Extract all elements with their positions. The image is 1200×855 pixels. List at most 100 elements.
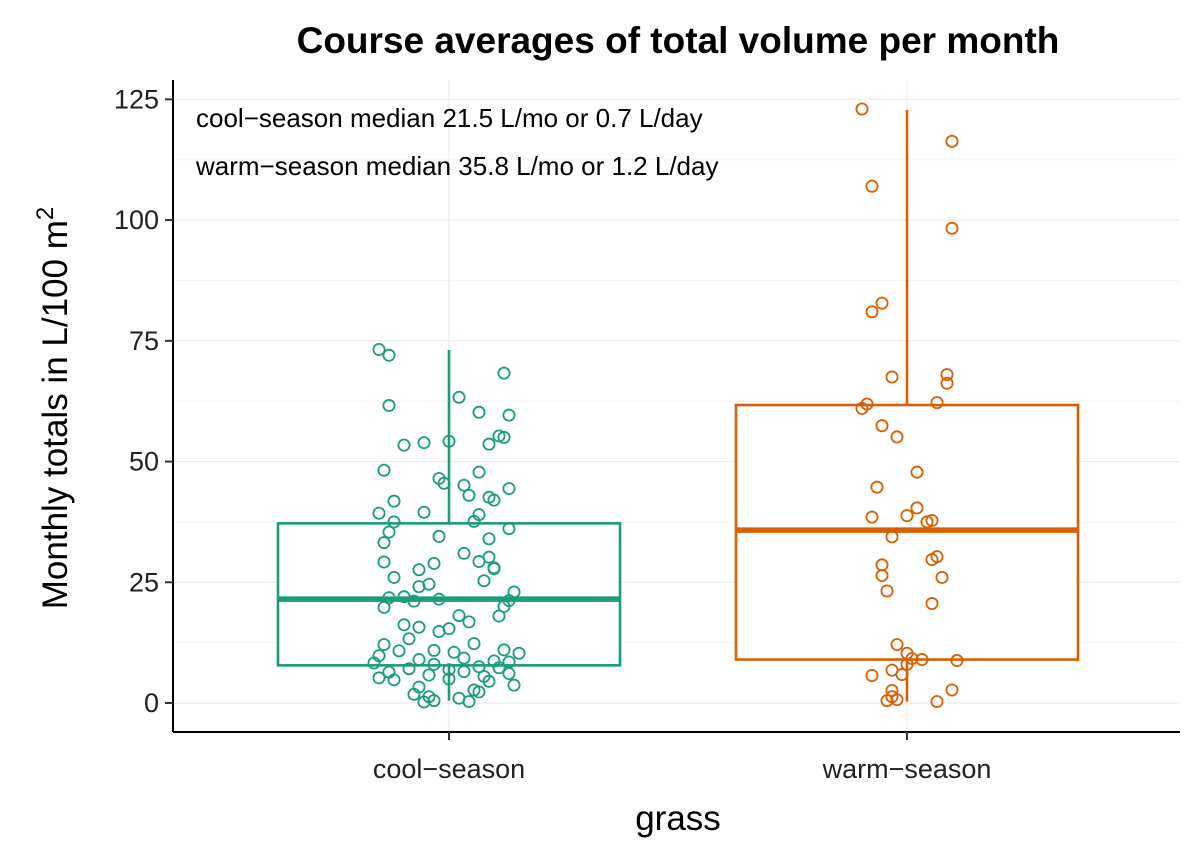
data-point [910, 465, 924, 479]
data-point [452, 390, 466, 404]
data-point [895, 668, 909, 682]
data-point [372, 671, 386, 685]
data-point [412, 580, 426, 594]
y-tick-label: 50 [129, 447, 159, 477]
data-point [382, 348, 396, 362]
data-point [482, 532, 496, 546]
data-point [945, 134, 959, 148]
data-point [487, 561, 501, 575]
data-point [422, 668, 436, 682]
data-point [487, 493, 501, 507]
data-point [427, 657, 441, 671]
data-point [482, 437, 496, 451]
data-point [412, 653, 426, 667]
data-point [442, 434, 456, 448]
data-point [940, 376, 954, 390]
data-point [940, 368, 954, 382]
y-tick-label: 100 [114, 205, 159, 235]
data-point [890, 638, 904, 652]
data-point [442, 663, 456, 677]
data-point [915, 653, 929, 667]
data-point [930, 695, 944, 709]
y-axis-title: Monthly totals in L/100 m2 [32, 207, 75, 609]
data-point [377, 536, 391, 550]
data-point [502, 408, 516, 422]
data-point [467, 637, 481, 651]
y-tick-label: 25 [129, 567, 159, 597]
data-point [402, 662, 416, 676]
data-point [382, 399, 396, 413]
data-point [472, 685, 486, 699]
data-point [870, 480, 884, 494]
data-point [452, 609, 466, 623]
data-point [880, 584, 894, 598]
y-axis-ticks: 0 25 50 75 100 125 [114, 84, 173, 718]
data-point [377, 555, 391, 569]
data-point [945, 221, 959, 235]
data-point [457, 546, 471, 560]
data-point [477, 574, 491, 588]
data-point [502, 482, 516, 496]
data-point [462, 615, 476, 629]
data-point [462, 488, 476, 502]
points-layer [367, 102, 964, 709]
annotation-cool-median: cool−season median 21.5 L/mo or 0.7 L/da… [196, 103, 703, 133]
x-axis-ticks: cool−season warm−season [373, 732, 991, 784]
data-point [397, 438, 411, 452]
data-point [457, 478, 471, 492]
data-point [447, 645, 461, 659]
box-iqr [276, 522, 622, 667]
data-point [880, 694, 894, 708]
data-point [855, 102, 869, 116]
data-point [885, 530, 899, 544]
data-point [950, 654, 964, 668]
data-point [397, 618, 411, 632]
data-point [437, 476, 451, 490]
data-point [497, 430, 511, 444]
data-point [512, 646, 526, 660]
data-point [492, 609, 506, 623]
data-point [925, 597, 939, 611]
data-point [502, 522, 516, 536]
data-point [377, 638, 391, 652]
data-point [492, 661, 506, 675]
x-axis-title: grass [635, 799, 721, 838]
data-point [945, 683, 959, 697]
data-point [372, 506, 386, 520]
data-point [417, 695, 431, 709]
data-point [457, 651, 471, 665]
y-axis-title-main: Monthly totals in L/100 m [36, 220, 75, 609]
data-point [367, 656, 381, 670]
data-point [502, 667, 516, 681]
data-point [875, 569, 889, 583]
data-point [875, 296, 889, 310]
data-point [442, 672, 456, 686]
data-point [412, 563, 426, 577]
data-point [402, 632, 416, 646]
data-point [497, 643, 511, 657]
data-point [890, 430, 904, 444]
data-point [377, 600, 391, 614]
data-point [387, 570, 401, 584]
data-point [457, 665, 471, 679]
data-point [427, 556, 441, 570]
data-point [387, 673, 401, 687]
chart-title: Course averages of total volume per mont… [297, 20, 1060, 61]
data-point [417, 436, 431, 450]
data-point [885, 370, 899, 384]
data-point [925, 553, 939, 567]
data-point [472, 465, 486, 479]
data-point [432, 625, 446, 639]
data-point [387, 515, 401, 529]
data-point [392, 644, 406, 658]
data-point [865, 179, 879, 193]
data-point [507, 678, 521, 692]
annotation-warm-median: warm−season median 35.8 L/mo or 1.2 L/da… [195, 151, 718, 181]
data-point [855, 401, 869, 415]
data-point [900, 509, 914, 523]
data-point [432, 529, 446, 543]
data-point [472, 555, 486, 569]
data-point [935, 570, 949, 584]
data-point [407, 687, 421, 701]
